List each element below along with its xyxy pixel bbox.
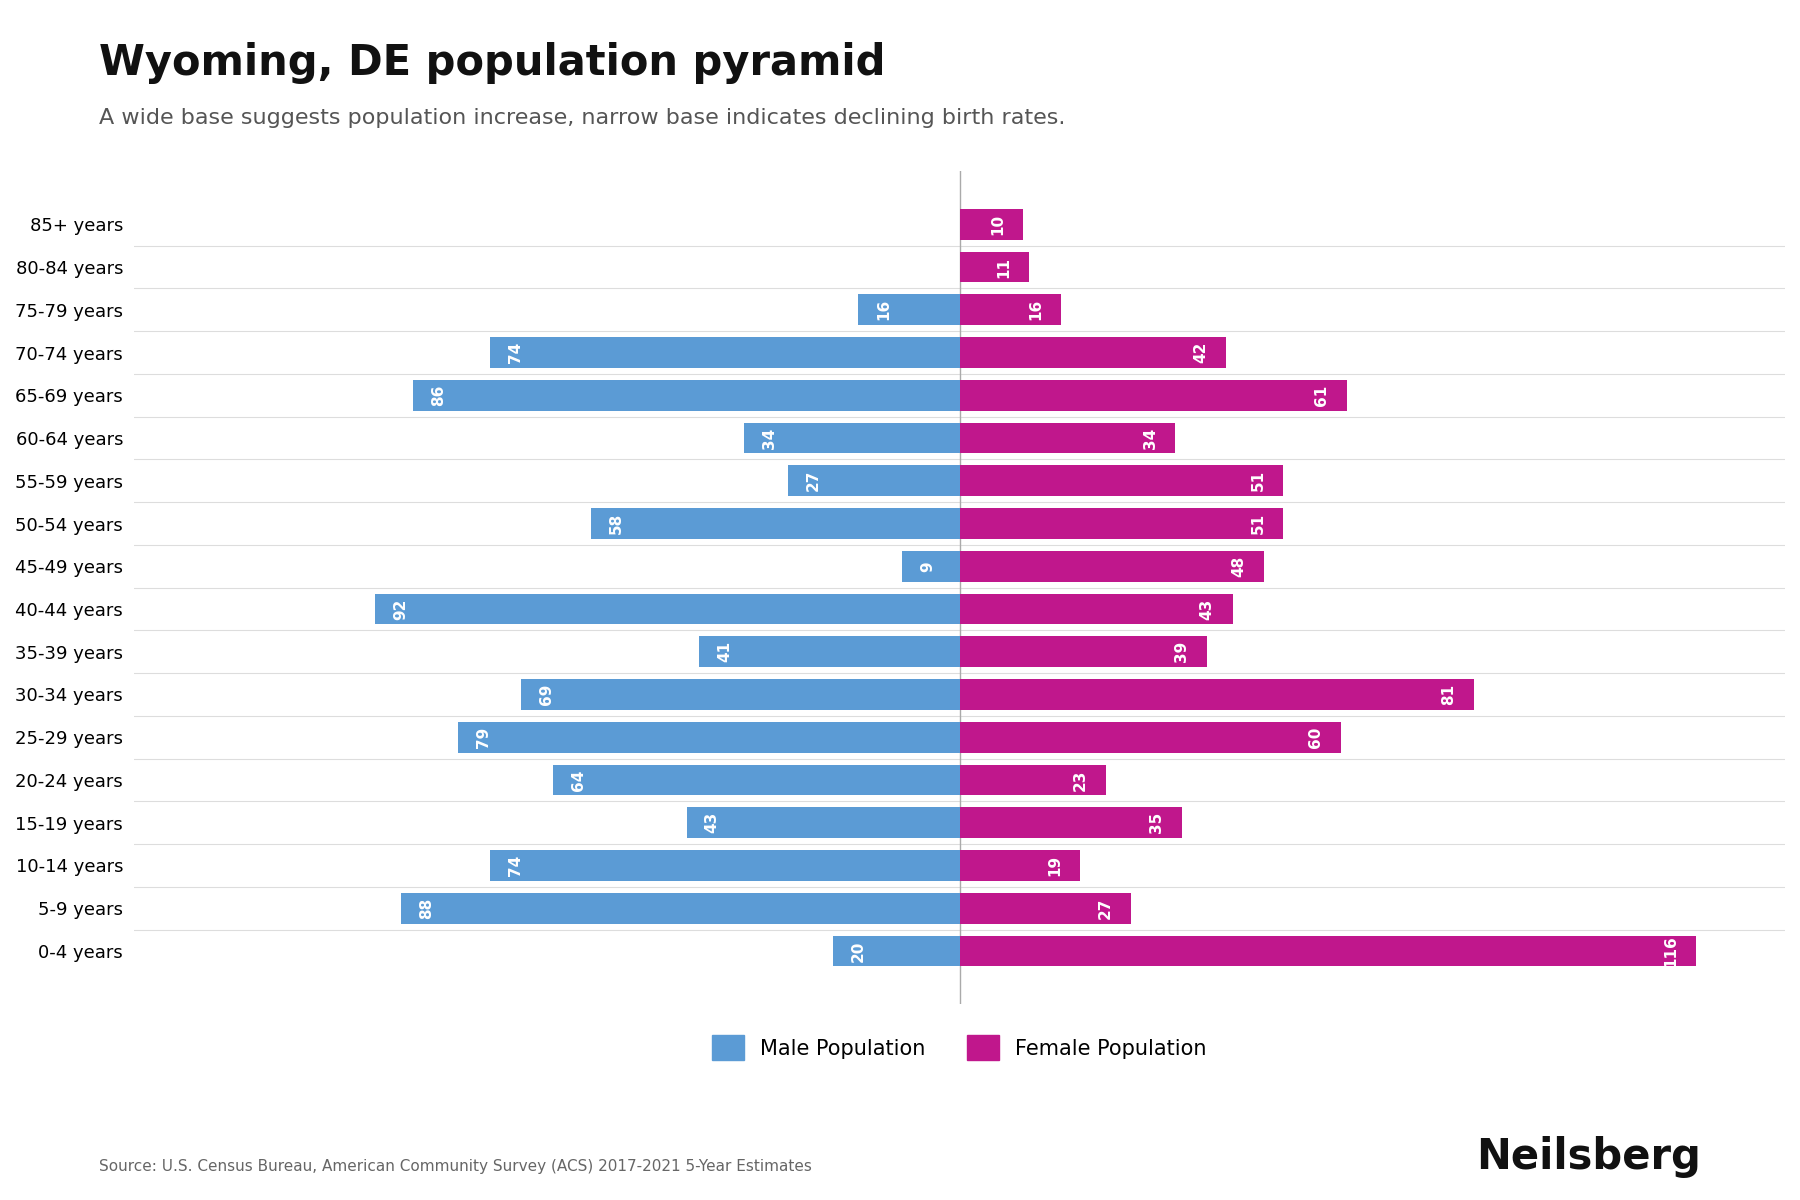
Bar: [959, 422, 1175, 454]
Bar: [414, 380, 959, 410]
Text: 48: 48: [1231, 556, 1246, 577]
Text: 88: 88: [419, 898, 434, 919]
Text: Neilsberg: Neilsberg: [1476, 1136, 1701, 1178]
Text: 20: 20: [850, 941, 866, 961]
Text: 69: 69: [540, 684, 554, 706]
Text: 51: 51: [1251, 512, 1265, 534]
Text: 11: 11: [997, 257, 1012, 277]
Text: 116: 116: [1663, 935, 1678, 967]
Bar: [959, 508, 1283, 539]
Text: 39: 39: [1174, 641, 1190, 662]
Text: 74: 74: [508, 342, 522, 364]
Text: 35: 35: [1148, 812, 1165, 833]
Text: 9: 9: [920, 560, 936, 571]
Text: 58: 58: [608, 512, 625, 534]
Bar: [590, 508, 959, 539]
Text: 27: 27: [806, 470, 821, 492]
Bar: [490, 850, 959, 881]
Bar: [859, 294, 959, 325]
Bar: [522, 679, 959, 710]
Bar: [959, 337, 1226, 368]
Bar: [959, 551, 1264, 582]
Bar: [959, 252, 1030, 282]
Text: 34: 34: [761, 427, 776, 449]
Bar: [698, 636, 959, 667]
Bar: [959, 764, 1105, 796]
Text: 43: 43: [1199, 599, 1215, 619]
Bar: [959, 380, 1346, 410]
Text: 42: 42: [1193, 342, 1208, 364]
Text: 23: 23: [1073, 769, 1087, 791]
Bar: [833, 936, 959, 966]
Text: 81: 81: [1442, 684, 1456, 706]
Text: 16: 16: [877, 299, 891, 320]
Bar: [959, 294, 1062, 325]
Bar: [959, 893, 1130, 924]
Bar: [959, 850, 1080, 881]
Text: 60: 60: [1307, 726, 1323, 748]
Bar: [686, 808, 959, 838]
Text: Wyoming, DE population pyramid: Wyoming, DE population pyramid: [99, 42, 886, 84]
Bar: [959, 808, 1183, 838]
Bar: [959, 679, 1474, 710]
Text: A wide base suggests population increase, narrow base indicates declining birth : A wide base suggests population increase…: [99, 108, 1066, 128]
Text: 10: 10: [990, 214, 1004, 235]
Bar: [959, 722, 1341, 752]
Text: 92: 92: [392, 599, 409, 619]
Text: 27: 27: [1098, 898, 1112, 919]
Bar: [490, 337, 959, 368]
Text: 34: 34: [1143, 427, 1157, 449]
Bar: [401, 893, 959, 924]
Text: 19: 19: [1048, 854, 1062, 876]
Text: 74: 74: [508, 854, 522, 876]
Bar: [902, 551, 959, 582]
Text: 79: 79: [475, 727, 491, 748]
Bar: [457, 722, 959, 752]
Bar: [553, 764, 959, 796]
Text: 51: 51: [1251, 470, 1265, 491]
Text: 61: 61: [1314, 385, 1328, 406]
Bar: [959, 466, 1283, 496]
Bar: [959, 636, 1208, 667]
Text: 43: 43: [704, 812, 720, 833]
Bar: [959, 936, 1696, 966]
Text: 41: 41: [716, 641, 733, 662]
Legend: Male Population, Female Population: Male Population, Female Population: [704, 1027, 1215, 1069]
Bar: [959, 594, 1233, 624]
Bar: [788, 466, 959, 496]
Bar: [959, 209, 1022, 240]
Bar: [743, 422, 959, 454]
Text: 86: 86: [432, 384, 446, 406]
Text: Source: U.S. Census Bureau, American Community Survey (ACS) 2017-2021 5-Year Est: Source: U.S. Census Bureau, American Com…: [99, 1159, 812, 1174]
Text: 64: 64: [571, 769, 587, 791]
Text: 16: 16: [1028, 299, 1044, 320]
Bar: [376, 594, 959, 624]
